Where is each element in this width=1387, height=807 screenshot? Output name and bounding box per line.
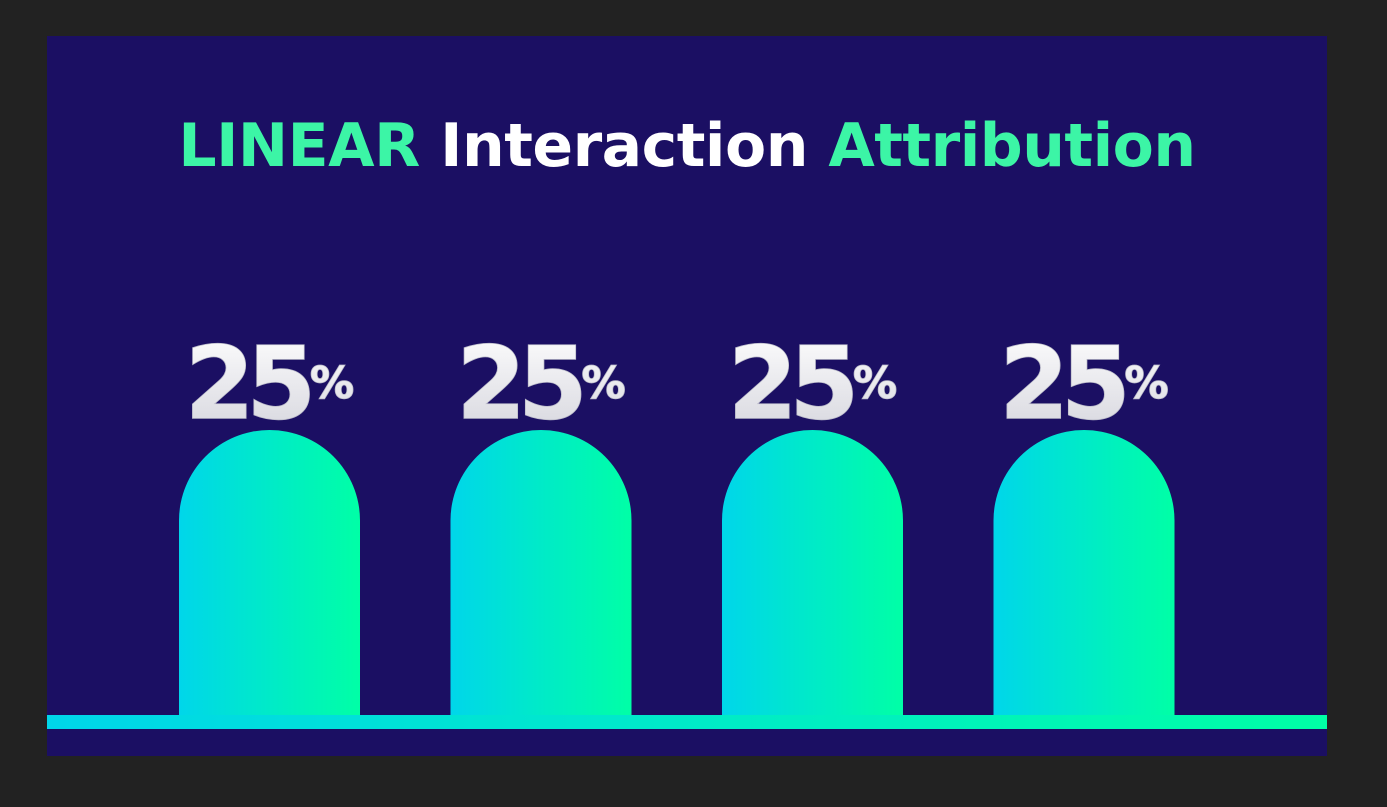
bar-2: [450, 430, 632, 715]
bar-1: [179, 430, 360, 715]
chart-baseline: [47, 715, 1327, 729]
bar-value-label-3: 25%: [728, 325, 897, 442]
slide: LINEAR Interaction Attribution 25% 25% 25%…: [47, 36, 1327, 756]
title-word-interaction: Interaction: [440, 111, 808, 181]
bar-4: [993, 430, 1175, 715]
bar-chart: 25% 25% 25% 25%: [47, 324, 1327, 729]
bar-3: [722, 430, 903, 715]
title-word-linear: LINEAR: [178, 111, 420, 181]
bar-value-label-4: 25%: [999, 325, 1168, 442]
bar-value-label-1: 25%: [185, 325, 354, 442]
chart-title: LINEAR Interaction Attribution: [47, 108, 1327, 184]
bar-value-label-2: 25%: [456, 325, 625, 442]
title-word-attribution: Attribution: [828, 111, 1196, 181]
